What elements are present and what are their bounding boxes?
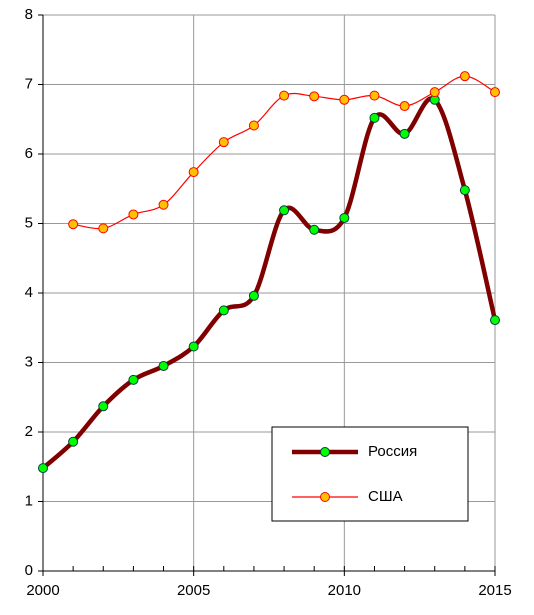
marker [218, 305, 229, 316]
y-tick-label: 0 [25, 562, 33, 579]
marker [399, 101, 410, 112]
marker [188, 167, 199, 178]
y-tick-label: 2 [25, 423, 33, 440]
marker [339, 212, 350, 223]
legend-label: США [368, 488, 403, 505]
y-tick-label: 1 [25, 492, 33, 509]
marker [309, 91, 320, 102]
marker [309, 224, 320, 235]
marker [369, 90, 380, 101]
marker [158, 199, 169, 210]
y-tick-label: 4 [25, 284, 33, 301]
marker [459, 71, 470, 82]
x-tick-label: 2010 [328, 582, 361, 599]
marker [68, 219, 79, 230]
marker [188, 341, 199, 352]
marker [68, 436, 79, 447]
marker [98, 223, 109, 234]
legend-marker [320, 492, 330, 502]
marker [279, 205, 290, 216]
marker [429, 87, 440, 98]
marker [279, 90, 290, 101]
y-tick-label: 3 [25, 353, 33, 370]
marker [339, 94, 350, 105]
y-tick-label: 5 [25, 214, 33, 231]
marker [490, 87, 500, 98]
marker [128, 374, 139, 385]
legend-box [271, 426, 469, 522]
marker [490, 315, 500, 326]
marker [459, 185, 470, 196]
y-tick-label: 8 [25, 6, 33, 23]
marker [218, 137, 229, 148]
marker [369, 112, 380, 123]
x-tick-label: 2015 [478, 582, 511, 599]
marker [98, 401, 109, 412]
legend-marker [320, 447, 330, 457]
marker [128, 209, 139, 220]
y-tick-label: 7 [25, 75, 33, 92]
x-tick-label: 2005 [177, 582, 210, 599]
marker [248, 290, 259, 301]
x-tick-label: 2000 [26, 582, 59, 599]
marker [158, 360, 169, 371]
marker [248, 120, 259, 131]
legend-label: Россия [368, 443, 417, 460]
marker [399, 128, 410, 139]
legend: Россия США [271, 426, 469, 522]
marker [38, 463, 48, 474]
y-tick-label: 6 [25, 145, 33, 162]
